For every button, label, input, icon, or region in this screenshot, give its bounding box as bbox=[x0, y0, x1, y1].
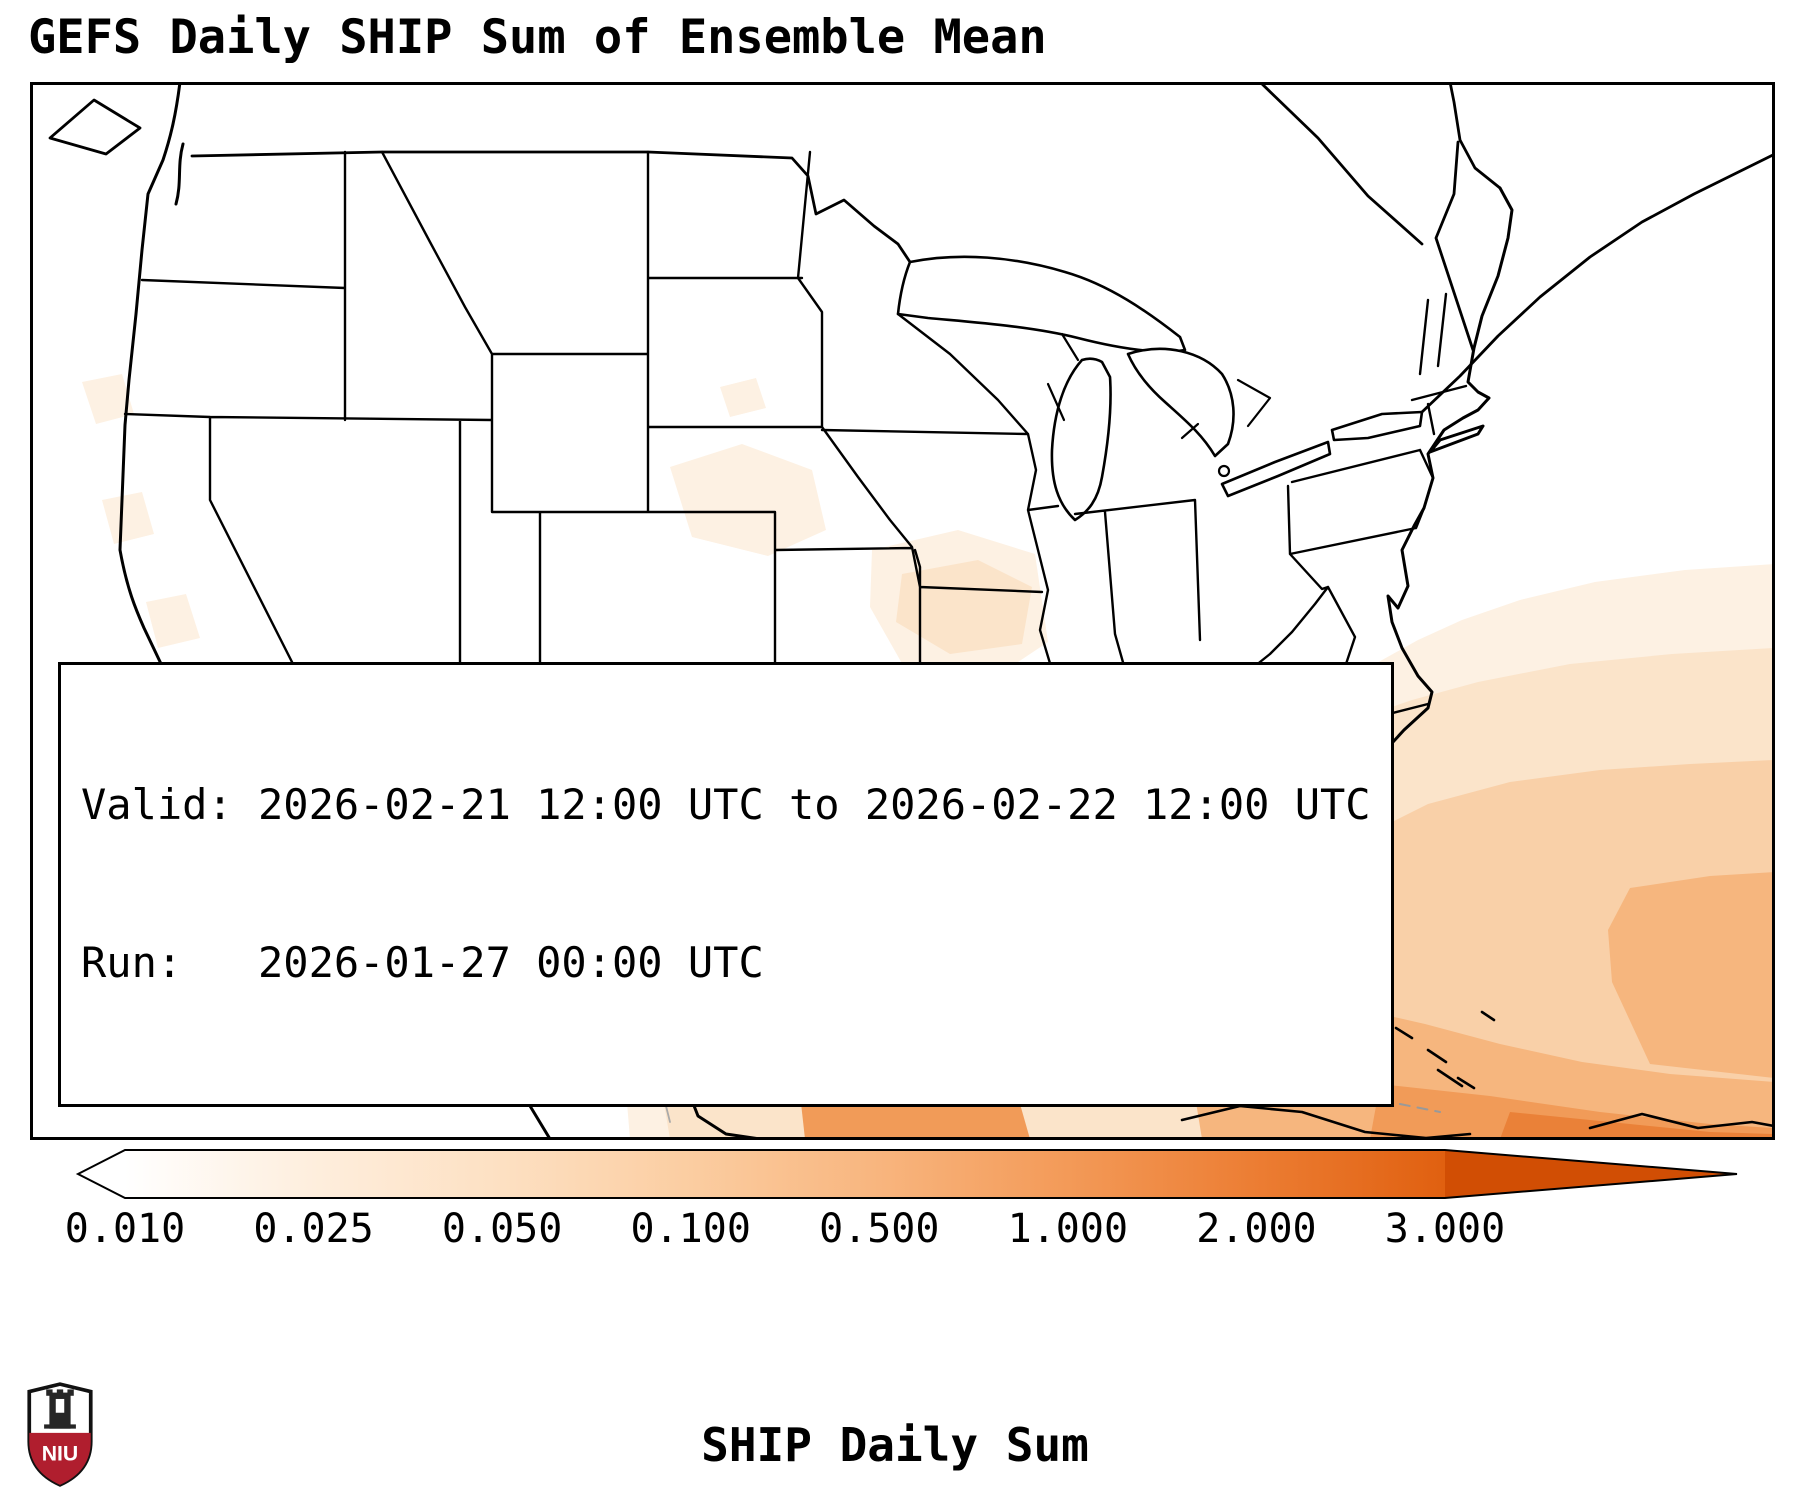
logo-castle-window bbox=[55, 1398, 65, 1413]
heat-region-1.000 bbox=[1500, 1112, 1773, 1138]
colorbar-under-arrow bbox=[78, 1150, 125, 1198]
colorbar-tick-label: 0.100 bbox=[630, 1206, 751, 1252]
great-lakes bbox=[896, 255, 1424, 522]
pacific-coast bbox=[118, 84, 280, 822]
heat-region-0.010 bbox=[720, 378, 766, 417]
bahamas bbox=[1394, 1010, 1496, 1090]
colorbar-outline bbox=[75, 1149, 1738, 1199]
colorbar-tick-label: 2.000 bbox=[1196, 1206, 1317, 1252]
georgian-bay bbox=[1236, 378, 1272, 428]
figure-title: GEFS Daily SHIP Sum of Ensemble Mean bbox=[28, 10, 1047, 65]
saginaw-bay bbox=[1180, 422, 1200, 440]
logo-red-band bbox=[29, 1432, 91, 1485]
colorbar-tick-label: 0.010 bbox=[64, 1206, 186, 1252]
green-bay bbox=[1046, 382, 1066, 422]
us-canada-border bbox=[190, 150, 912, 264]
maine-canada-border bbox=[1434, 84, 1502, 352]
niu-logo-text: NIU bbox=[42, 1442, 79, 1465]
colorbar-tick-label: 0.050 bbox=[441, 1206, 563, 1252]
puget-sound bbox=[174, 142, 185, 206]
heat-region-0.010 bbox=[102, 492, 154, 544]
map-area: Valid: 2026-02-21 12:00 UTC to 2026-02-2… bbox=[30, 82, 1775, 1140]
long-island bbox=[1428, 424, 1485, 454]
colorbar-tick-labels: 0.010 0.025 0.050 0.100 0.500 1.000 2.000 3.000 bbox=[45, 1206, 1761, 1258]
vancouver-island bbox=[48, 98, 142, 156]
heat-region-0.100 bbox=[1608, 872, 1773, 1078]
st-lawrence bbox=[1420, 153, 1773, 414]
colorbar-tick-label: 0.025 bbox=[253, 1206, 374, 1252]
heat-region-0.010 bbox=[146, 594, 200, 648]
hispaniola bbox=[1588, 1112, 1773, 1130]
colorbar-tick-label: 3.000 bbox=[1384, 1206, 1506, 1252]
heat-region-0.500 bbox=[1370, 1084, 1773, 1138]
quebec-border bbox=[1260, 84, 1424, 246]
heat-region-0.010 bbox=[670, 444, 826, 556]
colorbar bbox=[45, 1146, 1745, 1202]
colorbar-tick-label: 0.500 bbox=[819, 1206, 940, 1252]
colorbar-over-arrow bbox=[1445, 1150, 1737, 1198]
lake-michigan bbox=[1050, 357, 1112, 522]
canada-borders bbox=[48, 84, 1773, 414]
colorbar-tick-label: 1.000 bbox=[1007, 1206, 1129, 1252]
colorbar-gradient-bar bbox=[125, 1150, 1445, 1198]
lake-ontario bbox=[1330, 410, 1424, 442]
run-time-line: Run: 2026-01-27 00:00 UTC bbox=[81, 938, 764, 988]
niu-logo: NIU bbox=[26, 1382, 94, 1492]
lake-huron bbox=[1126, 347, 1235, 458]
heat-region-0.010 bbox=[82, 374, 134, 424]
upper-peninsula-border bbox=[1060, 332, 1080, 362]
colorbar-axis-label: SHIP Daily Sum bbox=[701, 1418, 1089, 1472]
heat-region-0.025 bbox=[896, 560, 1032, 654]
valid-time-line: Valid: 2026-02-21 12:00 UTC to 2026-02-2… bbox=[81, 779, 1371, 829]
lake-details bbox=[1046, 332, 1272, 478]
map-frame-border bbox=[30, 82, 1775, 1140]
lake-erie bbox=[1220, 440, 1332, 498]
validity-info-box: Valid: 2026-02-21 12:00 UTC to 2026-02-2… bbox=[58, 661, 1394, 1107]
lake-st-clair bbox=[1217, 464, 1231, 478]
